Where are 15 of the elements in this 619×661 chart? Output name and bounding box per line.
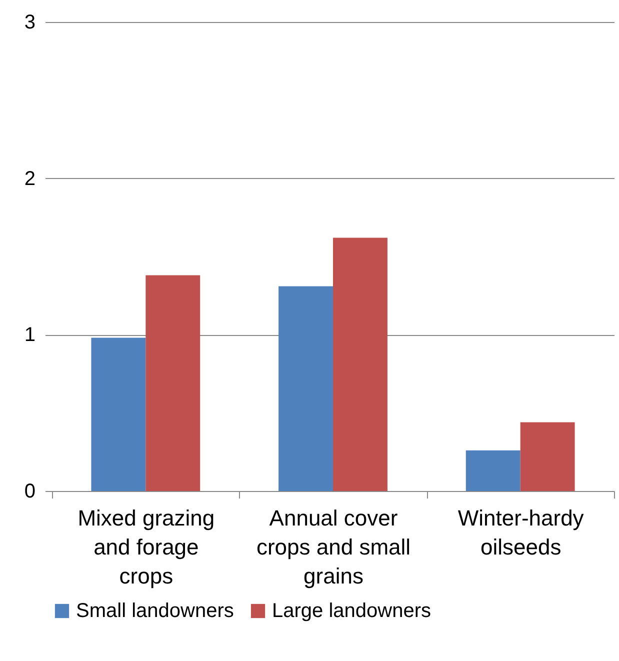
bar <box>278 286 333 491</box>
x-tick-label: Mixed grazing and forage crops <box>78 506 215 588</box>
bar <box>520 422 575 491</box>
y-tick-label: 1 <box>24 324 36 346</box>
bar <box>466 450 520 491</box>
x-tick-label: Annual cover crops and small grains <box>256 506 411 588</box>
bar <box>333 238 388 491</box>
bar <box>146 275 200 491</box>
bar <box>91 338 146 491</box>
legend-label: Small landowners <box>76 600 234 622</box>
y-tick-label: 0 <box>24 480 36 502</box>
y-tick-label: 2 <box>24 168 36 190</box>
legend-label: Large landowners <box>272 600 431 622</box>
y-tick-label: 3 <box>24 12 36 34</box>
x-tick-label: Winter-hardy oilseeds <box>458 506 584 560</box>
